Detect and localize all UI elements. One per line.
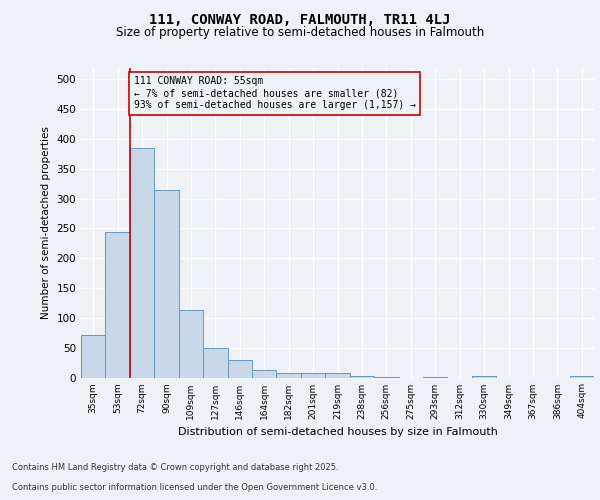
- X-axis label: Distribution of semi-detached houses by size in Falmouth: Distribution of semi-detached houses by …: [178, 427, 497, 437]
- Bar: [350, 376, 374, 378]
- Bar: [301, 372, 325, 378]
- Y-axis label: Number of semi-detached properties: Number of semi-detached properties: [41, 126, 51, 319]
- Bar: [374, 377, 398, 378]
- Text: 111 CONWAY ROAD: 55sqm
← 7% of semi-detached houses are smaller (82)
93% of semi: 111 CONWAY ROAD: 55sqm ← 7% of semi-deta…: [134, 76, 416, 110]
- Text: 111, CONWAY ROAD, FALMOUTH, TR11 4LJ: 111, CONWAY ROAD, FALMOUTH, TR11 4LJ: [149, 12, 451, 26]
- Bar: [277, 374, 301, 378]
- Text: Size of property relative to semi-detached houses in Falmouth: Size of property relative to semi-detach…: [116, 26, 484, 39]
- Bar: [325, 374, 350, 378]
- Bar: [179, 310, 203, 378]
- Bar: [154, 190, 179, 378]
- Bar: [227, 360, 252, 378]
- Bar: [569, 376, 594, 378]
- Bar: [130, 148, 154, 378]
- Bar: [252, 370, 277, 378]
- Bar: [203, 348, 227, 378]
- Bar: [423, 377, 448, 378]
- Bar: [106, 232, 130, 378]
- Text: Contains public sector information licensed under the Open Government Licence v3: Contains public sector information licen…: [12, 484, 377, 492]
- Bar: [472, 376, 496, 378]
- Text: Contains HM Land Registry data © Crown copyright and database right 2025.: Contains HM Land Registry data © Crown c…: [12, 464, 338, 472]
- Bar: [81, 334, 106, 378]
